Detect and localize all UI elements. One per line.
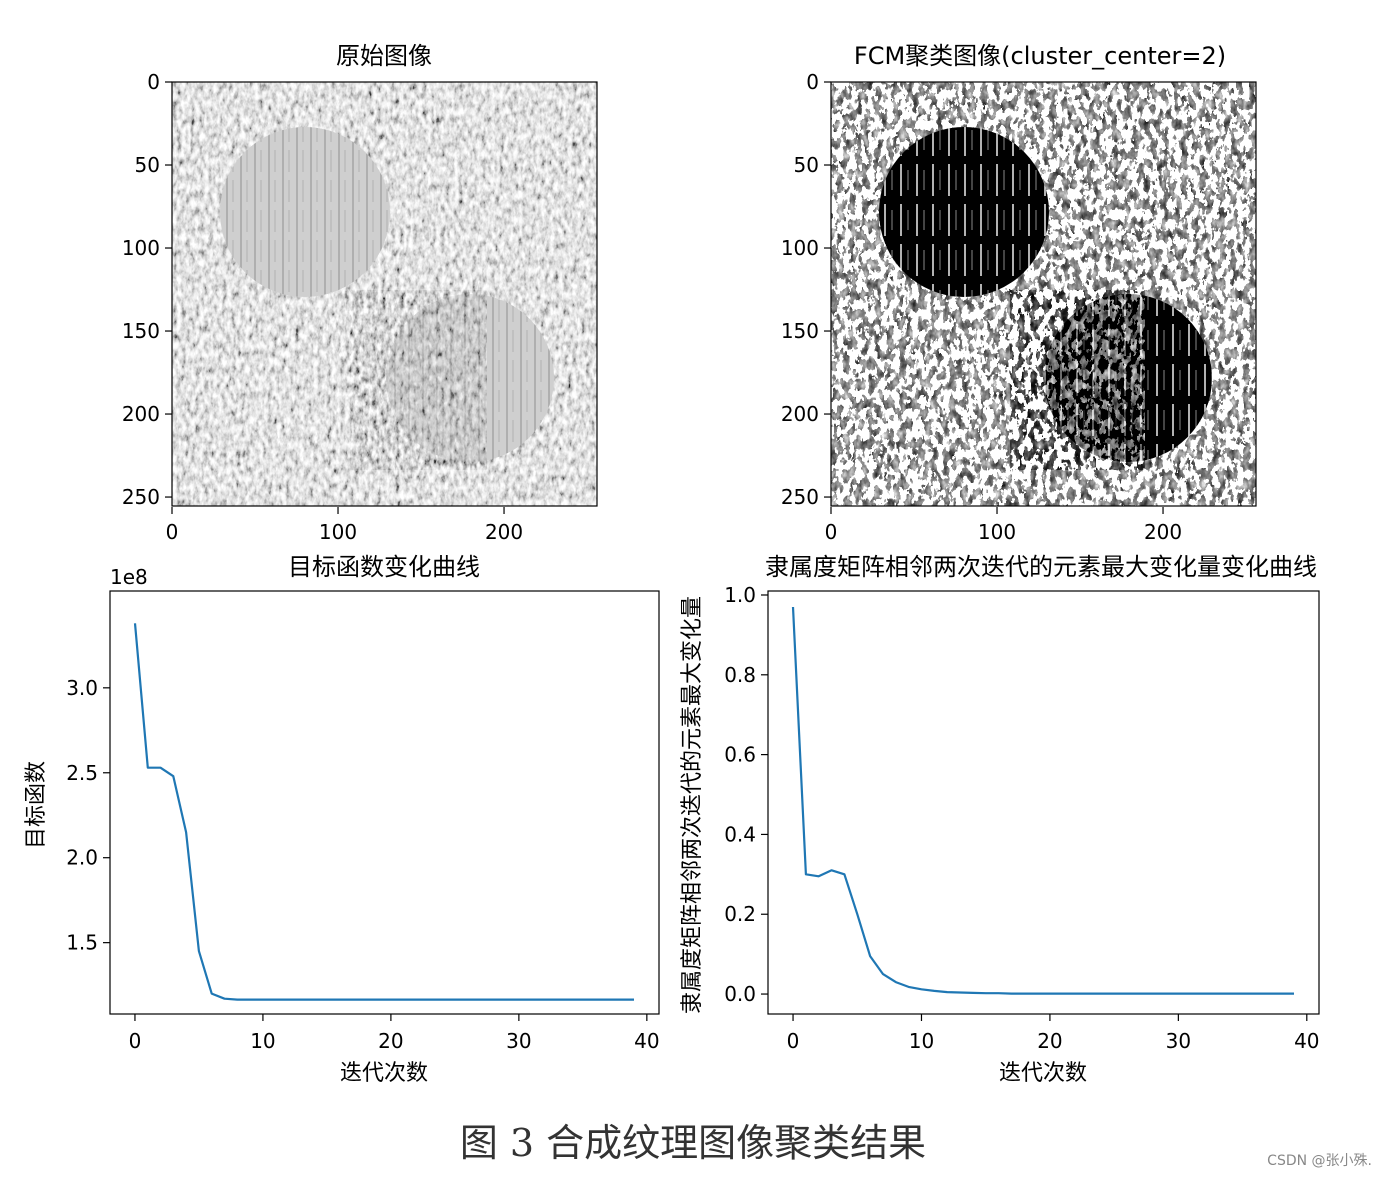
grass-overlap [350, 290, 487, 470]
objective-plot-frame [109, 590, 660, 1015]
x-tick-label: 40 [634, 1029, 659, 1053]
y-tick-label: 200 [781, 402, 819, 426]
objective-y-label: 目标函数 [24, 761, 49, 849]
fcm-image-panel: FCM聚类图像(cluster_center=2) 0 100 200 0 50 100 1… [781, 42, 1257, 544]
x-tick-label: 200 [485, 520, 523, 544]
black-circle-1 [879, 127, 1049, 297]
objective-plot-area: 0 10 20 30 40 1.5 2.0 2.5 3.0 [66, 623, 660, 1053]
y-tick-label: 2.0 [66, 846, 98, 870]
fcm-image-title: FCM聚类图像(cluster_center=2) [854, 42, 1226, 70]
x-tick-label: 0 [825, 520, 838, 544]
y-tick-label: 1.5 [66, 931, 98, 955]
series-line-0 [133, 623, 634, 1001]
x-tick-label: 10 [250, 1029, 275, 1053]
membership-x-label: 迭代次数 [999, 1061, 1087, 1086]
figure-caption: 图 3 合成纹理图像聚类结果 [459, 1121, 927, 1165]
objective-chart: 目标函数变化曲线 1e8 0 10 20 30 401.52.02.53.0 迭代次数 … [24, 553, 660, 1086]
y-tick-label: 100 [781, 236, 819, 260]
binary-overlap [1010, 290, 1145, 470]
y-tick-label: 0.4 [724, 822, 756, 846]
membership-chart: 隶属度矩阵相邻两次迭代的元素最大变化量变化曲线 0 10 20 30 400.00.20… [680, 553, 1320, 1086]
y-tick-label: 0 [147, 70, 160, 94]
original-image-panel: 原始图像 0 100 200 0 50 100 150 200 250 [122, 42, 598, 544]
y-tick-label: 0.2 [724, 902, 756, 926]
y-tick-label: 50 [135, 153, 160, 177]
x-tick-label: 0 [166, 520, 179, 544]
x-tick-label: 0 [129, 1029, 142, 1053]
x-tick-label: 30 [506, 1029, 531, 1053]
y-tick-label: 50 [794, 153, 819, 177]
x-tick-label: 20 [1037, 1029, 1062, 1053]
y-tick-label: 2.5 [66, 761, 98, 785]
y-tick-label: 100 [122, 236, 160, 260]
fcm-image-ticks: 0 100 200 0 50 100 150 200 250 [781, 70, 1182, 544]
membership-chart-title: 隶属度矩阵相邻两次迭代的元素最大变化量变化曲线 [765, 553, 1317, 581]
x-tick-label: 100 [319, 520, 357, 544]
original-image-frame [171, 81, 598, 507]
fcm-image-frame [830, 81, 1257, 507]
x-tick-label: 10 [909, 1029, 934, 1053]
objective-x-label: 迭代次数 [340, 1061, 428, 1086]
x-tick-label: 200 [1144, 520, 1182, 544]
y-tick-label: 150 [781, 319, 819, 343]
x-tick-label: 40 [1294, 1029, 1319, 1053]
y-tick-label: 0.6 [724, 743, 756, 767]
membership-y-label: 隶属度矩阵相邻两次迭代的元素最大变化量 [680, 596, 705, 1014]
y-tick-label: 0 [806, 70, 819, 94]
wood-circle-1 [220, 127, 390, 297]
y-tick-label: 0.8 [724, 663, 756, 687]
membership-plot-area: 0 10 20 30 40 0.0 0.2 0.4 0.6 0.8 1.0 [724, 583, 1319, 1053]
objective-chart-title: 目标函数变化曲线 [288, 553, 480, 581]
y-tick-label: 1.0 [724, 583, 756, 607]
y-tick-label: 250 [781, 485, 819, 509]
series-line-0 [791, 606, 1294, 995]
y-tick-label: 200 [122, 402, 160, 426]
membership-plot-frame [767, 590, 1320, 1015]
original-image [172, 82, 597, 506]
x-tick-label: 30 [1166, 1029, 1191, 1053]
x-tick-label: 100 [978, 520, 1016, 544]
original-image-ticks: 0 100 200 0 50 100 150 200 250 [122, 70, 523, 544]
fcm-image [831, 82, 1256, 506]
y-tick-label: 0.0 [724, 982, 756, 1006]
watermark: CSDN @张小殊. [1267, 1153, 1372, 1169]
original-image-title: 原始图像 [336, 42, 432, 70]
y-tick-label: 150 [122, 319, 160, 343]
y-tick-label: 3.0 [66, 676, 98, 700]
objective-offset-text: 1e8 [110, 565, 148, 589]
x-tick-label: 20 [378, 1029, 403, 1053]
y-tick-label: 250 [122, 485, 160, 509]
x-tick-label: 0 [787, 1029, 800, 1053]
